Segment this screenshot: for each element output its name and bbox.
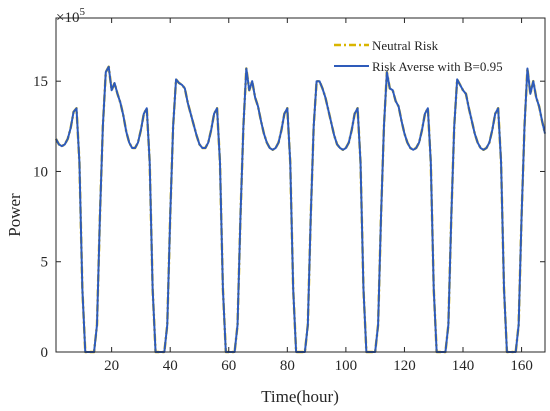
y-tick-label: 0 — [41, 345, 49, 361]
x-tick-label: 100 — [335, 358, 358, 374]
x-tick-label: 80 — [280, 358, 295, 374]
x-tick-label: 60 — [221, 358, 236, 374]
x-tick-label: 40 — [163, 358, 178, 374]
y-axis-label: Power — [5, 193, 24, 237]
legend-label-neutral-risk: Neutral Risk — [372, 38, 439, 53]
legend-label-risk-averse: Risk Averse with B=0.95 — [372, 59, 503, 74]
y-tick-label: 15 — [33, 74, 48, 90]
y-tick-label: 5 — [41, 255, 49, 271]
x-tick-label: 120 — [393, 358, 416, 374]
x-axis-label: Time(hour) — [261, 387, 339, 406]
ticks-layer: 20 40 60 80 100 120 140 160 0 5 10 15 — [33, 18, 545, 374]
y-exponent-label: ×105 — [56, 6, 85, 26]
plot-frame — [55, 17, 546, 353]
x-tick-label: 20 — [104, 358, 119, 374]
legend: Neutral Risk Risk Averse with B=0.95 — [334, 38, 503, 74]
x-tick-label: 140 — [452, 358, 475, 374]
y-tick-label: 10 — [33, 164, 48, 180]
x-tick-label: 160 — [510, 358, 533, 374]
